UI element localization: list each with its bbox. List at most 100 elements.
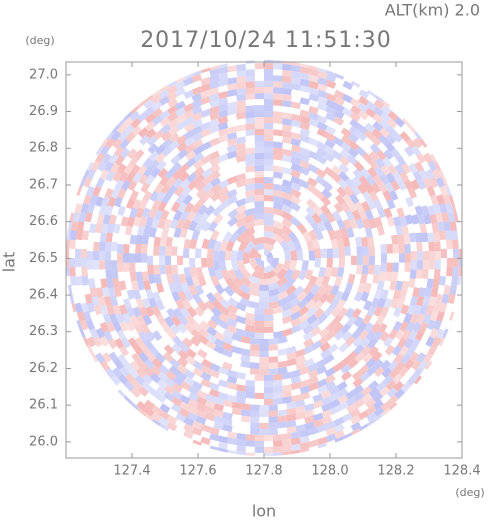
radar-texture [93, 241, 100, 252]
radar-texture [171, 396, 183, 407]
radar-texture [362, 218, 371, 229]
radar-texture [326, 328, 338, 340]
radar-texture [452, 258, 460, 268]
radar-texture [324, 138, 336, 149]
radar-texture [264, 165, 274, 172]
radar-texture [245, 434, 255, 441]
radar-texture [254, 111, 264, 118]
radar-texture [114, 287, 122, 298]
radar-texture [401, 163, 412, 175]
radar-texture [299, 147, 311, 157]
radar-texture [171, 315, 182, 327]
radar-texture [222, 342, 234, 352]
radar-texture [264, 111, 274, 118]
radar-texture [75, 275, 83, 286]
radar-texture [175, 299, 185, 311]
radar-texture [239, 290, 251, 301]
radar-texture [268, 300, 280, 309]
radar-texture [374, 216, 383, 227]
radar-texture [299, 66, 310, 75]
radar-texture [447, 212, 456, 223]
radar-texture [383, 336, 394, 348]
radar-texture [76, 311, 86, 322]
radar-texture [308, 275, 318, 287]
radar-texture [290, 195, 302, 205]
radar-texture [245, 440, 255, 447]
radar-texture [88, 278, 96, 289]
radar-texture [416, 153, 427, 164]
radar-texture [131, 280, 139, 291]
radar-texture [129, 110, 141, 122]
radar-texture [320, 195, 332, 207]
radar-texture [385, 125, 397, 137]
radar-texture [379, 173, 390, 185]
radar-texture [439, 302, 448, 313]
radar-texture [213, 260, 221, 271]
radar-texture [458, 267, 462, 277]
radar-texture [254, 434, 264, 442]
radar-texture [227, 431, 238, 439]
radar-texture [328, 385, 340, 396]
radar-texture [420, 205, 430, 216]
radar-texture [324, 267, 333, 278]
radar-texture [130, 105, 140, 114]
radar-texture [334, 290, 344, 302]
radar-texture [333, 89, 345, 100]
radar-texture [138, 331, 149, 343]
radar-texture [178, 342, 190, 353]
radar-texture [222, 329, 234, 339]
altitude: ALT(km) 2.0 [385, 1, 480, 20]
radar-texture [138, 173, 149, 185]
radar-texture [299, 109, 310, 118]
radar-texture [218, 441, 229, 450]
radar-texture [351, 307, 362, 319]
chart-title: 2017/10/24 11:51:30 [140, 28, 392, 53]
radar-texture [340, 141, 352, 153]
radar-texture [165, 264, 173, 275]
radar-texture [306, 183, 318, 195]
radar-texture [204, 412, 216, 422]
radar-texture [250, 416, 260, 423]
radar-texture [204, 393, 216, 403]
radar-texture [231, 345, 242, 355]
y-tick-label: 26.7 [29, 177, 58, 192]
radar-texture [433, 232, 441, 243]
radar-texture [171, 343, 182, 355]
radar-texture [264, 308, 274, 315]
radar-texture [127, 180, 138, 192]
radar-texture [143, 225, 152, 236]
radar-texture [317, 102, 328, 112]
radar-texture [334, 329, 345, 341]
radar-texture [107, 196, 117, 208]
radar-texture [175, 120, 187, 131]
radar-texture [350, 185, 362, 197]
radar-texture [379, 306, 390, 318]
radar-texture [421, 269, 429, 279]
radar-texture [129, 262, 136, 273]
radar-texture [264, 314, 274, 321]
radar-texture [236, 433, 247, 441]
radar-texture [168, 125, 180, 136]
radar-texture [240, 415, 251, 423]
radar-texture [426, 185, 436, 197]
radar-texture [238, 239, 249, 252]
radar-texture [398, 253, 405, 263]
radar-texture [299, 78, 310, 87]
radar-texture [430, 287, 439, 298]
radar-texture [209, 433, 220, 442]
radar-texture [138, 127, 149, 138]
radar-texture [368, 380, 379, 391]
radar-texture [236, 75, 247, 83]
radar-texture [217, 115, 229, 125]
radar-texture [254, 201, 264, 208]
radar-texture [290, 144, 302, 153]
radar-texture [421, 232, 429, 243]
radar-texture [397, 179, 407, 191]
radar-texture [345, 335, 356, 347]
radar-texture [349, 118, 361, 129]
radar-texture [372, 121, 384, 132]
radar-texture [364, 227, 373, 238]
radar-texture [281, 69, 292, 77]
radar-texture [379, 119, 391, 130]
radar-texture [284, 277, 296, 289]
